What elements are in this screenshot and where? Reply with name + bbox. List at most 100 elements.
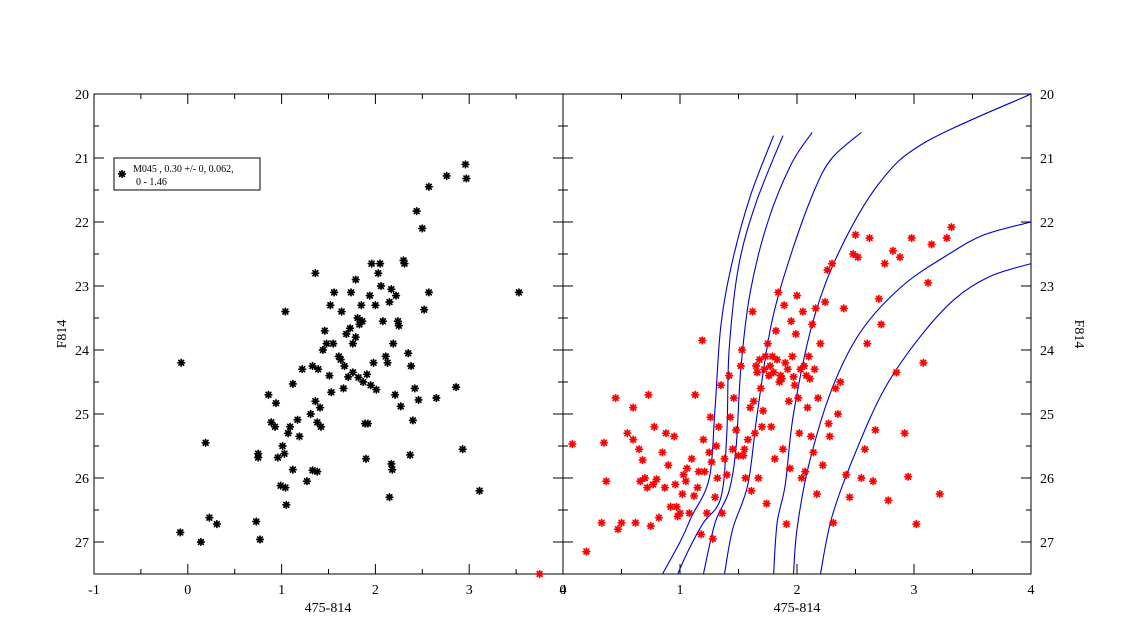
data-point (836, 377, 845, 387)
data-point (700, 467, 709, 476)
x-tick-label: 4 (560, 583, 567, 598)
data-point (351, 333, 360, 342)
data-point (809, 448, 818, 457)
data-point (405, 450, 415, 460)
data-point (255, 535, 265, 544)
data-point (783, 365, 792, 374)
data-point (390, 390, 400, 399)
data-point (722, 470, 731, 479)
data-point (348, 368, 358, 377)
left-scatter-series (176, 160, 524, 547)
data-point (803, 403, 812, 412)
data-point (693, 483, 702, 492)
data-point (381, 352, 390, 361)
data-point (851, 230, 860, 239)
data-point (394, 321, 403, 330)
data-point (923, 278, 933, 287)
data-point (420, 305, 429, 314)
data-point (760, 365, 769, 374)
data-point (884, 496, 893, 505)
x-tick-label: 3 (911, 583, 918, 598)
isochrone-line-4 (723, 131, 862, 575)
data-point (699, 435, 708, 444)
data-point (729, 393, 738, 403)
y-tick-label: 23 (1040, 280, 1054, 295)
data-point (713, 473, 722, 483)
data-point (252, 517, 261, 526)
data-point (724, 371, 734, 380)
data-point (706, 413, 715, 422)
data-point (617, 518, 626, 527)
data-point (451, 382, 461, 392)
y-tick-label: 21 (75, 152, 89, 167)
isochrone-line-2 (677, 135, 784, 575)
data-point (678, 489, 687, 499)
data-point (311, 269, 320, 278)
data-point (749, 397, 758, 406)
data-point (636, 477, 645, 486)
data-point (748, 307, 757, 316)
data-point (336, 355, 345, 364)
data-point (568, 439, 577, 449)
data-point (339, 384, 348, 393)
data-point (404, 349, 413, 358)
data-point (396, 402, 405, 411)
data-point (329, 288, 339, 297)
data-point (371, 301, 380, 310)
data-point (682, 464, 692, 473)
data-point (763, 339, 772, 348)
data-point (794, 393, 803, 403)
data-point (679, 470, 688, 479)
y-tick-label: 25 (1040, 408, 1054, 423)
data-point (785, 464, 795, 473)
data-point (640, 473, 650, 483)
data-point (927, 240, 936, 249)
data-point (375, 259, 385, 268)
data-point (829, 518, 838, 527)
data-point (825, 432, 834, 441)
data-point (770, 454, 779, 463)
data-point (853, 253, 862, 262)
data-point (254, 453, 263, 462)
data-point (801, 467, 810, 476)
data-point (361, 454, 371, 463)
data-point (874, 294, 884, 303)
data-point (705, 448, 714, 457)
data-point (737, 345, 747, 355)
data-point (714, 422, 723, 431)
data-point (293, 415, 302, 424)
data-point (652, 475, 661, 484)
isochrone-line-1 (662, 135, 775, 575)
data-point (196, 537, 206, 547)
y-tick-label: 27 (1040, 536, 1054, 551)
data-point (702, 509, 712, 518)
data-point (302, 477, 312, 486)
data-point (648, 480, 658, 489)
data-point (597, 518, 606, 527)
data-point (644, 390, 653, 399)
data-point (741, 473, 750, 483)
data-point (756, 384, 765, 393)
data-point (746, 403, 755, 412)
data-point (658, 448, 667, 457)
data-point (708, 534, 717, 543)
data-point (903, 472, 913, 481)
data-point (629, 435, 638, 444)
x-tick-label: 2 (794, 583, 801, 598)
data-point (458, 445, 467, 454)
data-point (792, 291, 802, 300)
data-point (681, 477, 691, 486)
data-point (765, 361, 775, 371)
data-point (631, 518, 640, 527)
data-point (789, 372, 798, 382)
data-point (318, 345, 328, 355)
data-point (363, 419, 373, 428)
data-point (311, 397, 320, 406)
data-point (707, 457, 716, 467)
data-point (767, 422, 776, 431)
data-point (295, 432, 304, 441)
data-point (912, 519, 921, 529)
data-point (781, 358, 790, 367)
data-point (308, 361, 317, 371)
left-x-axis-title: 475-814 (305, 601, 352, 616)
